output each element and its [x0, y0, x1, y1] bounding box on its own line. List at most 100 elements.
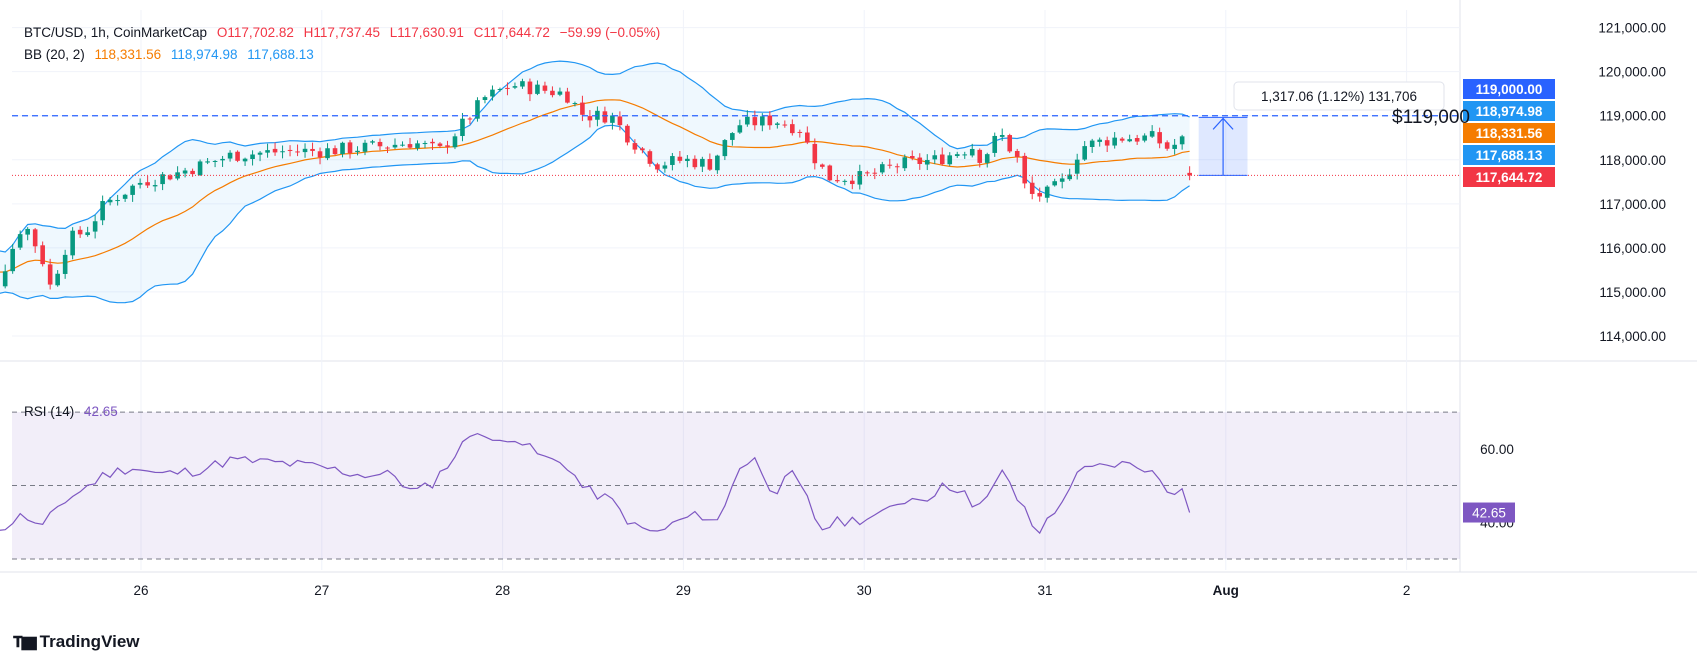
candle[interactable]	[115, 200, 120, 202]
candle[interactable]	[662, 165, 668, 169]
candle[interactable]	[1022, 155, 1028, 184]
candle[interactable]	[325, 148, 330, 159]
candle[interactable]	[85, 232, 90, 236]
candle[interactable]	[677, 156, 683, 161]
candle[interactable]	[295, 151, 300, 153]
rsi-label[interactable]: RSI (14)	[24, 404, 75, 419]
candle[interactable]	[879, 164, 885, 173]
candle[interactable]	[1067, 174, 1072, 180]
candle[interactable]	[1089, 140, 1095, 147]
candle[interactable]	[617, 116, 623, 126]
candle[interactable]	[430, 141, 435, 144]
candle[interactable]	[857, 171, 863, 185]
candle[interactable]	[197, 161, 203, 176]
candle[interactable]	[602, 111, 608, 123]
candle[interactable]	[347, 142, 353, 154]
candle[interactable]	[700, 158, 705, 167]
candle[interactable]	[902, 157, 908, 169]
candle[interactable]	[377, 141, 383, 147]
candle[interactable]	[70, 230, 75, 256]
candle[interactable]	[849, 180, 855, 185]
candle[interactable]	[1164, 142, 1170, 149]
candle[interactable]	[2, 271, 8, 287]
candle[interactable]	[835, 180, 840, 182]
candle[interactable]	[92, 221, 98, 232]
candle[interactable]	[722, 140, 728, 157]
candle[interactable]	[1044, 186, 1050, 198]
candle[interactable]	[265, 150, 270, 153]
candle[interactable]	[362, 142, 368, 152]
candle[interactable]	[1059, 178, 1065, 182]
candle[interactable]	[220, 158, 225, 161]
candle[interactable]	[160, 174, 165, 185]
candle[interactable]	[152, 185, 158, 187]
candle[interactable]	[437, 143, 443, 146]
candle[interactable]	[242, 158, 248, 162]
candle[interactable]	[737, 125, 743, 133]
candle[interactable]	[640, 148, 645, 151]
candle[interactable]	[122, 194, 128, 199]
candle[interactable]	[715, 155, 720, 171]
candle[interactable]	[932, 155, 938, 160]
candle[interactable]	[542, 85, 548, 91]
candle[interactable]	[550, 90, 555, 96]
candle[interactable]	[1172, 144, 1177, 149]
candle[interactable]	[625, 125, 630, 143]
candle[interactable]	[250, 154, 255, 160]
bb-lower-line[interactable]	[0, 124, 1190, 304]
bb-label[interactable]: BB (20, 2)	[24, 47, 85, 62]
time-axis[interactable]: 26 27 28 29 30 31 Aug 2	[133, 583, 1410, 598]
candle[interactable]	[32, 229, 38, 247]
candle[interactable]	[340, 142, 345, 155]
candle[interactable]	[1134, 138, 1140, 142]
candle[interactable]	[1052, 181, 1058, 186]
candle[interactable]	[745, 116, 750, 125]
candle[interactable]	[954, 154, 960, 157]
candle[interactable]	[1179, 136, 1185, 145]
candle[interactable]	[497, 89, 503, 91]
candle[interactable]	[287, 149, 293, 151]
tradingview-logo[interactable]: 𝐓▇ TradingView	[13, 632, 140, 652]
symbol-label[interactable]: BTC/USD, 1h, CoinMarketCap	[24, 25, 208, 40]
candle[interactable]	[1187, 172, 1192, 176]
candle[interactable]	[467, 118, 473, 120]
candle[interactable]	[1112, 137, 1117, 146]
candle[interactable]	[1127, 139, 1132, 142]
candle[interactable]	[730, 133, 735, 140]
candle[interactable]	[370, 141, 375, 143]
candle[interactable]	[100, 201, 105, 221]
candle[interactable]	[572, 103, 578, 105]
bb-legend[interactable]: BB (20, 2) 118,331.56 118,974.98 117,688…	[24, 47, 320, 62]
candle[interactable]	[1119, 138, 1125, 141]
rsi-legend[interactable]: RSI (14) 42.65	[24, 404, 124, 419]
candle[interactable]	[939, 154, 945, 165]
candle[interactable]	[685, 158, 690, 162]
candle[interactable]	[407, 144, 413, 148]
candle[interactable]	[947, 155, 953, 165]
candle[interactable]	[820, 164, 825, 167]
candle[interactable]	[872, 172, 878, 174]
candle[interactable]	[1097, 139, 1102, 142]
candle[interactable]	[977, 149, 983, 163]
candle[interactable]	[767, 115, 773, 126]
candle[interactable]	[182, 170, 188, 174]
candle[interactable]	[797, 131, 803, 133]
candle[interactable]	[422, 143, 428, 145]
candle[interactable]	[775, 123, 780, 125]
rsi-line[interactable]	[0, 432, 1191, 562]
candle[interactable]	[302, 148, 308, 153]
candle[interactable]	[257, 152, 263, 155]
candle[interactable]	[40, 245, 45, 265]
candle[interactable]	[490, 89, 495, 97]
candle[interactable]	[212, 160, 218, 162]
candle[interactable]	[1014, 150, 1020, 157]
candle[interactable]	[107, 199, 113, 203]
candle[interactable]	[445, 145, 450, 147]
candle[interactable]	[864, 172, 870, 174]
candle[interactable]	[1149, 131, 1155, 137]
candle[interactable]	[1074, 159, 1080, 174]
candle[interactable]	[55, 273, 60, 286]
candle[interactable]	[760, 116, 765, 126]
candle[interactable]	[317, 151, 323, 158]
